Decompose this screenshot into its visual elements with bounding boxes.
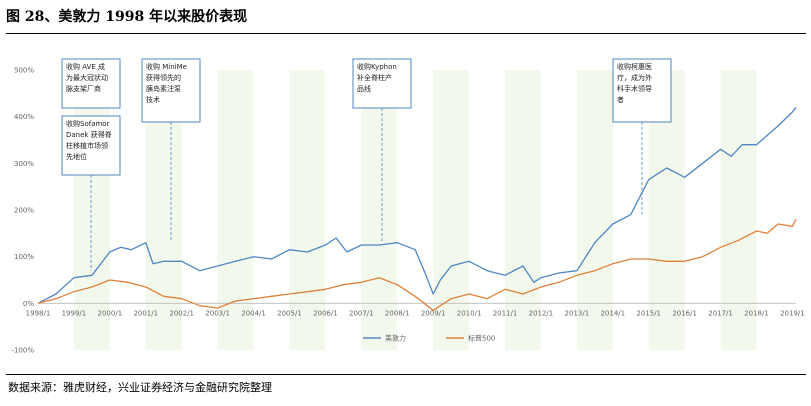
year-band bbox=[217, 70, 254, 350]
series-line-medtronic bbox=[37, 106, 797, 304]
y-tick-label: 100% bbox=[14, 253, 34, 261]
annotation-text: 先地位 bbox=[66, 152, 87, 161]
annotation-text: 柱移植市场领 bbox=[66, 141, 108, 150]
x-tick-label: 2019/1 bbox=[780, 309, 805, 317]
annotation-text: 品线 bbox=[357, 84, 371, 93]
y-tick-label: 300% bbox=[14, 160, 34, 168]
x-tick-label: 2013/1 bbox=[565, 309, 590, 317]
year-band bbox=[576, 70, 613, 350]
annotation-text: 补全脊柱产 bbox=[357, 73, 392, 82]
x-tick-label: 2001/1 bbox=[133, 309, 158, 317]
x-tick-label: 2005/1 bbox=[277, 309, 302, 317]
annotation-text: 收购 MiniMe bbox=[146, 62, 187, 71]
x-tick-label: 2017/1 bbox=[708, 309, 733, 317]
annotation-text: 获得领先的 bbox=[146, 73, 181, 82]
annotation-box bbox=[612, 58, 672, 123]
x-tick-label: 2018/1 bbox=[744, 309, 769, 317]
y-tick-label: 500% bbox=[14, 67, 34, 75]
annotation-text: 收购Sofamor bbox=[66, 119, 110, 128]
y-tick-label: 400% bbox=[14, 113, 34, 121]
title-divider bbox=[6, 33, 806, 34]
annotation-text: Danek 获得脊 bbox=[66, 130, 112, 139]
year-band bbox=[73, 70, 110, 350]
annotation-text: 为最大冠状动 bbox=[66, 73, 108, 82]
annotation-box bbox=[61, 58, 121, 109]
annotation-text: 者 bbox=[617, 96, 624, 104]
x-tick-label: 2007/1 bbox=[349, 309, 374, 317]
x-tick-label: 1999/1 bbox=[62, 309, 87, 317]
year-band bbox=[289, 70, 326, 350]
year-band bbox=[720, 70, 757, 350]
x-tick-label: 2010/1 bbox=[457, 309, 482, 317]
stock-performance-chart: 500% 400% 300% 200% 100% 0% -100% 1998/1 1999/1 2… bbox=[11, 58, 805, 355]
legend-label: 美敦力 bbox=[385, 334, 406, 343]
annotation-text: 疗，成为外 bbox=[617, 73, 652, 82]
footer-divider bbox=[6, 374, 806, 375]
year-band bbox=[361, 70, 398, 350]
y-tick-label: 0% bbox=[23, 300, 34, 308]
x-tick-label: 2002/1 bbox=[169, 309, 194, 317]
annotation-text: 科手术领导 bbox=[617, 84, 652, 93]
x-tick-label: 2009/1 bbox=[421, 309, 446, 317]
x-tick-label: 2004/1 bbox=[241, 309, 266, 317]
x-tick-label: 1998/1 bbox=[26, 309, 51, 317]
annotation-text: 脉支架厂商 bbox=[66, 84, 101, 93]
x-tick-label: 2008/1 bbox=[385, 309, 410, 317]
x-tick-label: 2006/1 bbox=[313, 309, 338, 317]
source-note: 数据来源：雅虎财经，兴业证券经济与金融研究院整理 bbox=[8, 381, 272, 394]
annotation-box bbox=[61, 115, 121, 176]
annotation-text: 收购柯惠医 bbox=[617, 62, 652, 71]
year-band bbox=[433, 70, 470, 350]
x-tick-label: 2012/1 bbox=[529, 309, 554, 317]
legend-label: 标普500 bbox=[468, 334, 495, 343]
annotation-text: 收购Kyphon bbox=[357, 62, 397, 71]
annotation-text: 技术 bbox=[146, 95, 160, 104]
annotation-box bbox=[352, 58, 412, 109]
x-tick-label: 2011/1 bbox=[493, 309, 518, 317]
y-tick-label: 200% bbox=[14, 207, 34, 215]
x-tick-label: 2003/1 bbox=[205, 309, 230, 317]
x-tick-label: 2014/1 bbox=[600, 309, 625, 317]
x-tick-label: 2015/1 bbox=[636, 309, 661, 317]
annotation-text: 收购 AVE 成 bbox=[66, 62, 105, 71]
x-tick-label: 2016/1 bbox=[672, 309, 697, 317]
page-title: 图 28、美敦力 1998 年以来股价表现 bbox=[6, 9, 248, 25]
x-tick-label: 2000/1 bbox=[98, 309, 123, 317]
series-line-sp500 bbox=[37, 219, 797, 311]
annotation-text: 胰岛素注泵 bbox=[146, 84, 181, 93]
y-tick-label: -100% bbox=[11, 347, 34, 355]
year-band bbox=[505, 70, 541, 350]
